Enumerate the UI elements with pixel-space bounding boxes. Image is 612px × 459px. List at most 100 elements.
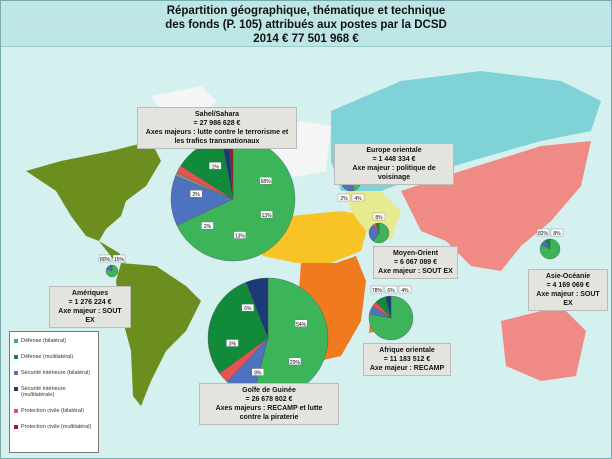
legend-item: Défense (multilatéral)	[14, 354, 94, 360]
pie-label: 1%	[212, 164, 220, 170]
region-axis: Axes majeurs : lutte contre le terrorism…	[145, 129, 289, 145]
pie-label: 4%	[354, 196, 362, 202]
legend-swatch	[14, 425, 18, 429]
region-ameriques-north	[26, 141, 161, 241]
pie-label: 8%	[553, 231, 561, 237]
region-amount: = 1 448 334 €	[372, 156, 416, 163]
region-axis: Axe majeur : SOUT EX	[378, 268, 453, 275]
pie-slice	[109, 264, 113, 272]
legend-label: Sécurité intérieure (bilatéral)	[21, 370, 91, 376]
pie-1	[207, 277, 329, 399]
pie-label-box	[241, 304, 255, 312]
region-axis: Axe majeur : RECAMP	[369, 365, 445, 372]
pie-label-box	[233, 231, 247, 239]
region-name: Europe orientale	[366, 147, 422, 154]
pie-slice	[105, 264, 119, 278]
legend-label: Protection civile (bilatéral)	[21, 408, 84, 414]
region-amount: = 1 276 224 €	[68, 299, 112, 306]
legend-item: Protection civile (multilatéral)	[14, 424, 94, 430]
region-axis: Axe majeur : SOUT EX	[58, 308, 122, 324]
pie-label-box	[288, 357, 302, 366]
region-asie-oceanie	[401, 141, 591, 271]
pie-4	[368, 295, 414, 341]
pie-label-box	[337, 193, 351, 202]
pie-label-box	[98, 254, 112, 263]
pie-label: 15%	[114, 257, 125, 263]
pie-label-box	[226, 339, 239, 347]
pie-label: 2%	[192, 192, 200, 198]
pie-label-box	[251, 368, 264, 376]
pie-label: 82%	[538, 231, 549, 237]
pie-0	[170, 136, 296, 262]
pie-label: 8%	[375, 215, 383, 221]
label-ameriques: Amériques = 1 276 224 € Axe majeur : SOU…	[49, 286, 131, 328]
pie-label: 8%	[254, 371, 262, 377]
title-line-1: Répartition géographique, thématique et …	[166, 5, 446, 17]
region-amount: = 26 678 802 €	[245, 396, 293, 403]
label-moyen-orient: Moyen-Orient = 6 067 089 € Axe majeur : …	[373, 246, 458, 279]
pie-label: 29%	[290, 360, 301, 366]
region-name: Afrique orientale	[379, 347, 435, 354]
legend-label: Protection civile (multilatéral)	[21, 424, 92, 430]
pie-label-box	[398, 285, 412, 294]
pie-6	[105, 264, 119, 278]
legend-swatch	[14, 371, 18, 375]
region-name: Golfe de Guinée	[242, 387, 296, 394]
region-ameriques-south	[116, 263, 201, 406]
region-name: Moyen-Orient	[392, 250, 439, 257]
region-name: Sahel/Sahara	[195, 111, 239, 118]
legend-item: Sécurité intérieure (bilatéral)	[14, 370, 94, 376]
legend-item: Sécurité intérieure (multilatérale)	[14, 386, 94, 398]
pie-label: 6%	[244, 306, 252, 312]
pie-label-box	[201, 221, 214, 230]
label-sahel: Sahel/Sahara = 27 986 628 € Axes majeurs…	[137, 107, 297, 149]
pie-label: 2%	[204, 224, 212, 230]
legend-swatch	[14, 355, 18, 359]
pie-label: 13%	[262, 213, 273, 219]
page-title: Répartition géographique, thématique et …	[1, 1, 611, 47]
pie-label-box	[536, 228, 550, 237]
label-afrique-orientale: Afrique orientale = 11 183 512 € Axe maj…	[363, 343, 451, 376]
pie-5	[539, 238, 561, 260]
region-amount: = 4 169 069 €	[546, 282, 590, 289]
pie-label-box	[209, 162, 222, 170]
pie-label-box	[260, 210, 273, 219]
pie-label: 54%	[296, 322, 307, 328]
region-axis: Axe majeur : politique de voisinage	[352, 165, 436, 181]
legend-swatch	[14, 409, 18, 413]
legend: Défense (bilatéral) Défense (multilatéral…	[9, 331, 99, 453]
pie-label: 68%	[261, 179, 272, 185]
pie-slice	[375, 222, 380, 234]
region-axis: Axe majeur : SOUT EX	[536, 291, 600, 307]
legend-label: Défense (bilatéral)	[21, 338, 66, 344]
pie-label-box	[294, 319, 308, 327]
legend-item: Défense (bilatéral)	[14, 338, 94, 344]
region-amount: = 27 986 628 €	[193, 120, 241, 127]
pie-slice	[544, 238, 551, 250]
pie-slice	[385, 295, 392, 319]
pie-label: 2%	[340, 196, 348, 202]
legend-label: Sécurité intérieure (multilatérale)	[21, 386, 66, 398]
pie-slice	[372, 222, 390, 244]
pie-label-box	[550, 228, 564, 237]
title-line-3: 2014 € 77 501 968 €	[253, 33, 359, 45]
pie-label: 3%	[229, 342, 237, 348]
pie-label-box	[259, 177, 272, 185]
pie-label-box	[189, 190, 203, 198]
legend-swatch	[14, 339, 18, 343]
pie-label: 4%	[401, 288, 409, 294]
pie-label: 13%	[235, 234, 246, 240]
region-name: Amériques	[71, 290, 109, 297]
pie-label-box	[351, 193, 365, 202]
pie-3	[368, 222, 390, 244]
region-amount: = 11 183 512 €	[383, 356, 431, 363]
pie-slice	[245, 277, 269, 339]
pie-label-box	[384, 285, 398, 294]
legend-label: Défense (multilatéral)	[21, 354, 74, 360]
pie-label: 78%	[372, 288, 383, 294]
title-line-2: des fonds (P. 105) attribués aux postes …	[165, 19, 447, 31]
pie-label-box	[372, 212, 386, 221]
region-name: Asie-Océanie	[545, 273, 591, 280]
legend-item: Protection civile (bilatéral)	[14, 408, 94, 414]
australia	[501, 306, 586, 381]
